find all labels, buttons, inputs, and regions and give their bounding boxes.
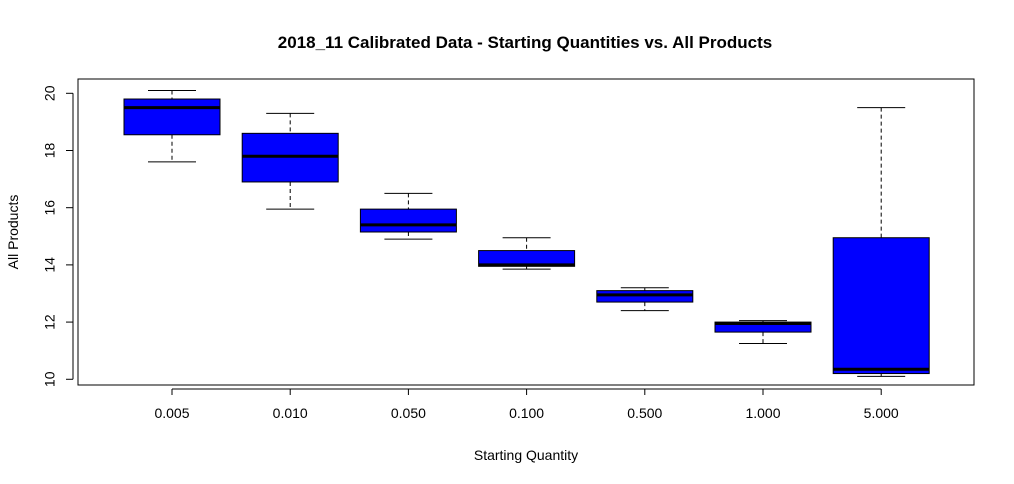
x-tick-label: 0.005 (154, 405, 189, 421)
iqr-box (359, 208, 457, 233)
box-0.005 (123, 89, 221, 163)
y-axis-label: All Products (5, 195, 21, 270)
y-tick-label: 14 (42, 257, 58, 273)
iqr-box (832, 237, 930, 375)
box-0.100 (478, 237, 576, 270)
x-tick-label: 0.100 (509, 405, 544, 421)
x-tick-label: 0.050 (391, 405, 426, 421)
plot-frame (77, 78, 975, 386)
box-series (123, 89, 930, 377)
x-tick-label: 5.000 (864, 405, 899, 421)
y-tick-label: 16 (42, 200, 58, 216)
iqr-box (123, 98, 221, 136)
box-0.010 (241, 112, 339, 210)
x-axis-label: Starting Quantity (474, 447, 578, 463)
y-tick-label: 12 (42, 314, 58, 330)
x-tick-label: 0.010 (273, 405, 308, 421)
chart-title: 2018_11 Calibrated Data - Starting Quant… (278, 33, 772, 52)
box-1.000 (714, 320, 812, 345)
x-tick-label: 1.000 (745, 405, 780, 421)
x-axis: 0.005 0.010 0.050 0.100 0.500 1.000 5.000 (154, 388, 899, 421)
x-tick-label: 0.500 (627, 405, 662, 421)
y-tick-label: 20 (42, 85, 58, 101)
box-0.050 (359, 192, 457, 240)
y-axis: 10 12 14 16 18 20 (42, 85, 74, 387)
box-0.500 (596, 287, 694, 312)
y-tick-label: 18 (42, 142, 58, 158)
y-tick-label: 10 (42, 371, 58, 387)
box-5.000 (832, 107, 930, 377)
